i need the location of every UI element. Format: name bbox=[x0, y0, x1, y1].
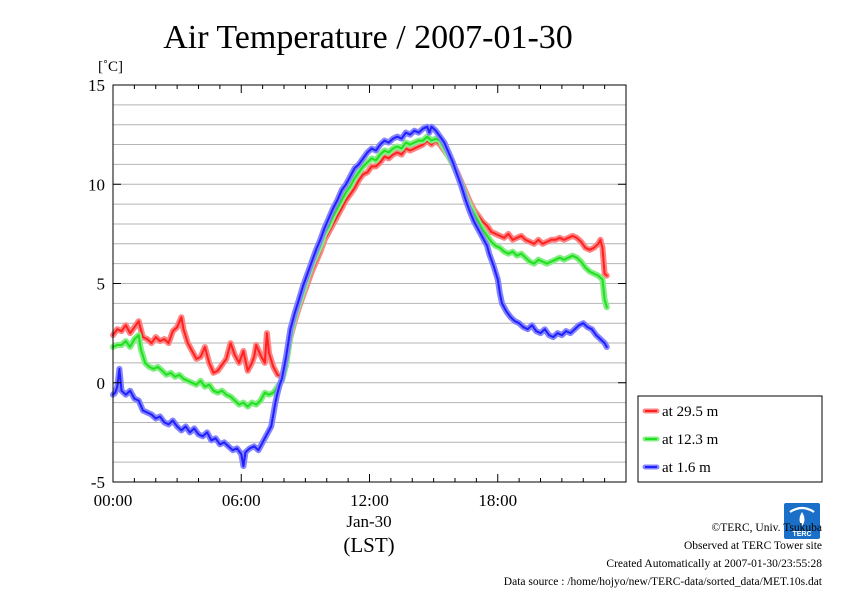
series-group bbox=[110, 123, 610, 470]
x-axis-zone-label: (LST) bbox=[343, 533, 394, 557]
y-axis-ticks: -5 0 5 10 15 bbox=[88, 76, 626, 492]
credit-source: Data source : /home/hojyo/new/TERC-data/… bbox=[504, 576, 823, 588]
y-tick-label: 5 bbox=[97, 275, 106, 294]
chart-title: Air Temperature / 2007-01-30 bbox=[163, 19, 573, 56]
y-tick-label: -5 bbox=[91, 473, 105, 492]
series-line-at-29-5-m bbox=[112, 139, 608, 378]
x-tick-label: 18:00 bbox=[478, 491, 517, 510]
legend-label-at-12-3-m: at 12.3 m bbox=[662, 432, 719, 448]
x-tick-label: 12:00 bbox=[350, 491, 389, 510]
legend-label-at-1-6-m: at 1.6 m bbox=[662, 460, 711, 476]
credit-site: Observed at TERC Tower site bbox=[684, 540, 822, 552]
series-line-at-1-6-m bbox=[112, 125, 608, 468]
legend-label-at-29-5-m: at 29.5 m bbox=[662, 404, 719, 420]
credit-copyright: ©TERC, Univ. Tsukuba bbox=[712, 522, 822, 534]
series-line-at-12-3-m bbox=[112, 135, 608, 408]
x-axis-date-label: Jan-30 bbox=[346, 512, 391, 531]
legend-box bbox=[637, 395, 823, 483]
logo-arc-icon bbox=[789, 506, 815, 513]
credit-created: Created Automatically at 2007-01-30/23:5… bbox=[606, 558, 822, 570]
y-tick-label: 0 bbox=[97, 374, 106, 393]
logo-text: TERC bbox=[792, 531, 811, 538]
y-tick-label: 15 bbox=[88, 76, 105, 95]
terc-logo: TERC bbox=[784, 503, 820, 539]
x-axis-ticks: 00:00 06:00 12:00 18:00 bbox=[94, 85, 606, 510]
x-tick-label: 00:00 bbox=[94, 491, 133, 510]
y-tick-label: 10 bbox=[88, 175, 105, 194]
x-tick-label: 06:00 bbox=[222, 491, 261, 510]
grid-lines bbox=[113, 104, 626, 463]
legend: at 29.5 m at 12.3 m at 1.6 m bbox=[637, 395, 823, 483]
y-axis-label: [˚C] bbox=[98, 59, 123, 75]
logo-drop-icon bbox=[799, 512, 805, 526]
